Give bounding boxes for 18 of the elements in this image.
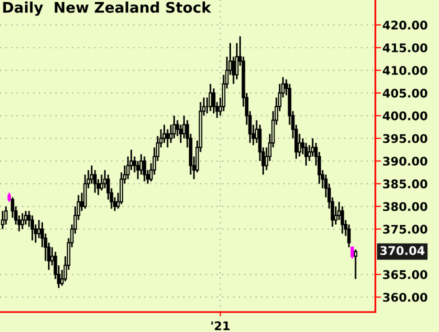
- chart-title: Daily New Zealand Stock: [3, 2, 212, 16]
- candlestick: [264, 146, 268, 171]
- y-tick-label: 420.00: [382, 20, 428, 30]
- candlestick: [60, 269, 64, 287]
- x-tick-label: '21: [211, 321, 230, 330]
- y-tick-label: 360.00: [383, 292, 428, 302]
- candlestick: [93, 169, 97, 194]
- text: 370.04: [380, 246, 425, 255]
- y-tick-label: 415.00: [382, 43, 428, 52]
- y-tick-label: 390.00: [383, 156, 428, 166]
- y-tick-label: 400.00: [382, 111, 428, 120]
- y-tick-label: 365.00: [383, 270, 428, 280]
- y-tick-label: 410.00: [382, 66, 428, 75]
- y-tick-label: 380.00: [383, 202, 428, 212]
- y-tick-label: 405.00: [382, 88, 428, 98]
- y-tick-label: 375.00: [383, 224, 428, 234]
- y-tick-label: 385.00: [383, 179, 428, 188]
- y-tick-label: 395.00: [383, 134, 428, 143]
